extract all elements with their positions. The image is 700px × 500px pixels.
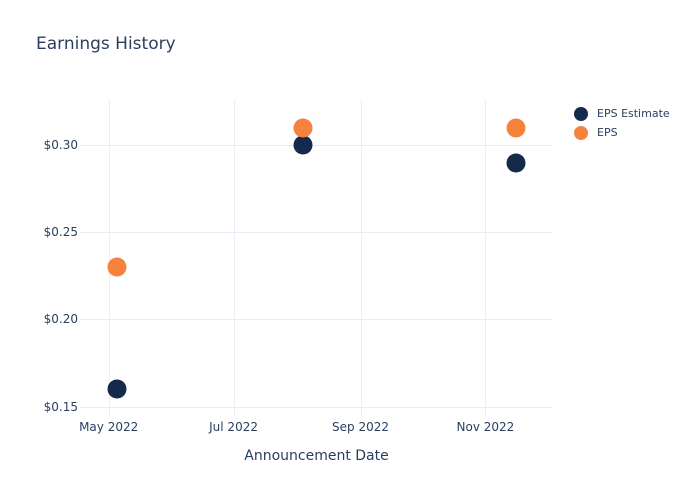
data-point-eps-estimate[interactable] bbox=[506, 153, 526, 173]
y-gridline bbox=[80, 319, 553, 321]
x-tick-label: Jul 2022 bbox=[209, 420, 258, 434]
y-tick-label: $0.25 bbox=[43, 225, 78, 240]
y-tick-label: $0.20 bbox=[43, 312, 78, 327]
x-axis-title: Announcement Date bbox=[244, 448, 389, 464]
data-point-eps[interactable] bbox=[293, 118, 313, 138]
legend-item-eps-estimate[interactable]: EPS Estimate bbox=[574, 104, 670, 123]
data-point-eps-estimate[interactable] bbox=[107, 379, 127, 399]
y-gridline bbox=[80, 406, 553, 408]
plot-area bbox=[80, 100, 553, 417]
y-tick-label: $0.15 bbox=[43, 399, 78, 414]
circle-marker-icon bbox=[574, 125, 588, 140]
legend: EPS Estimate EPS bbox=[574, 104, 670, 142]
x-tick-label: Sep 2022 bbox=[332, 420, 390, 434]
legend-item-eps[interactable]: EPS bbox=[574, 123, 670, 142]
data-point-eps[interactable] bbox=[506, 118, 526, 138]
y-tick-label: $0.30 bbox=[43, 138, 78, 153]
legend-item-label: EPS Estimate bbox=[597, 107, 670, 120]
y-gridline bbox=[80, 232, 553, 234]
circle-marker-icon bbox=[574, 106, 588, 121]
x-gridline bbox=[360, 100, 362, 417]
x-tick-label: Nov 2022 bbox=[456, 420, 515, 434]
data-point-eps-estimate[interactable] bbox=[293, 135, 313, 155]
x-tick-label: May 2022 bbox=[79, 420, 139, 434]
legend-item-label: EPS bbox=[597, 126, 618, 139]
x-gridline bbox=[485, 100, 487, 417]
data-point-eps[interactable] bbox=[107, 257, 127, 277]
y-gridline bbox=[80, 145, 553, 147]
x-gridline bbox=[108, 100, 110, 417]
chart-title: Earnings History bbox=[36, 34, 176, 54]
x-gridline bbox=[233, 100, 235, 417]
